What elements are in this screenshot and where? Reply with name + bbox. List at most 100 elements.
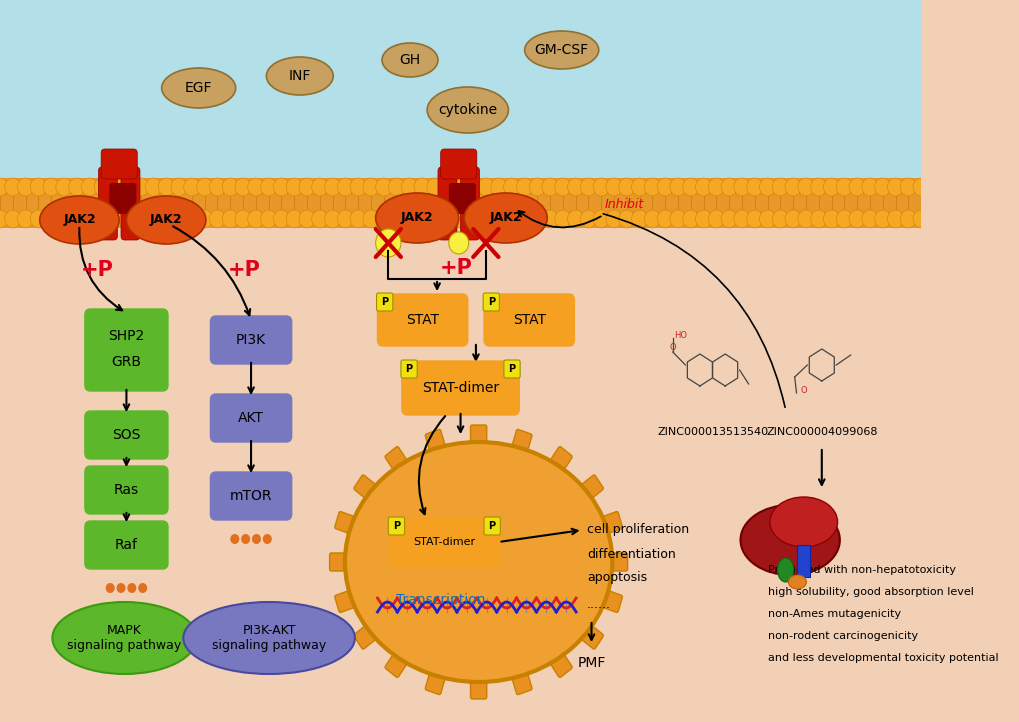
Circle shape xyxy=(733,178,749,196)
Text: JAK2: JAK2 xyxy=(489,212,522,225)
Circle shape xyxy=(158,178,174,196)
FancyBboxPatch shape xyxy=(592,587,622,612)
Circle shape xyxy=(452,178,469,196)
Text: JAK2: JAK2 xyxy=(400,212,433,225)
Text: MAPK
signaling pathway: MAPK signaling pathway xyxy=(67,624,181,652)
Circle shape xyxy=(785,178,801,196)
Circle shape xyxy=(363,178,379,196)
Bar xyxy=(797,545,809,577)
Circle shape xyxy=(516,210,532,228)
Circle shape xyxy=(299,178,315,196)
Text: STAT-dimer: STAT-dimer xyxy=(413,537,475,547)
Circle shape xyxy=(222,178,238,196)
FancyBboxPatch shape xyxy=(385,644,413,677)
Circle shape xyxy=(400,210,417,228)
Ellipse shape xyxy=(776,558,793,582)
Text: cytokine: cytokine xyxy=(438,103,497,117)
Circle shape xyxy=(619,178,635,196)
Circle shape xyxy=(0,210,8,228)
FancyBboxPatch shape xyxy=(425,430,447,463)
Text: Inhibit: Inhibit xyxy=(604,199,644,212)
Text: Predicted with non-hepatotoxicity: Predicted with non-hepatotoxicity xyxy=(767,565,955,575)
Ellipse shape xyxy=(161,68,235,108)
Circle shape xyxy=(746,210,762,228)
Circle shape xyxy=(580,178,596,196)
Circle shape xyxy=(516,178,532,196)
Text: SOS: SOS xyxy=(112,428,141,442)
FancyBboxPatch shape xyxy=(389,518,499,566)
Circle shape xyxy=(107,178,123,196)
Circle shape xyxy=(771,210,788,228)
Circle shape xyxy=(478,210,494,228)
FancyBboxPatch shape xyxy=(461,167,479,240)
FancyBboxPatch shape xyxy=(425,661,447,695)
FancyBboxPatch shape xyxy=(437,167,457,240)
Text: non-rodent carcinogenicity: non-rodent carcinogenicity xyxy=(767,631,917,641)
Circle shape xyxy=(503,178,520,196)
Circle shape xyxy=(426,210,442,228)
Circle shape xyxy=(797,178,813,196)
Circle shape xyxy=(240,534,250,544)
Circle shape xyxy=(248,178,264,196)
Circle shape xyxy=(593,210,608,228)
Text: STAT: STAT xyxy=(406,313,439,327)
Circle shape xyxy=(17,210,34,228)
Ellipse shape xyxy=(40,196,119,244)
Circle shape xyxy=(810,210,826,228)
Circle shape xyxy=(234,210,251,228)
Circle shape xyxy=(619,210,635,228)
Text: ZINC000004099068: ZINC000004099068 xyxy=(765,427,876,437)
Circle shape xyxy=(209,178,225,196)
FancyBboxPatch shape xyxy=(400,360,417,378)
Circle shape xyxy=(593,178,608,196)
Circle shape xyxy=(656,178,673,196)
Circle shape xyxy=(324,210,340,228)
Circle shape xyxy=(119,178,136,196)
Circle shape xyxy=(605,210,622,228)
Circle shape xyxy=(580,210,596,228)
Circle shape xyxy=(695,178,711,196)
Circle shape xyxy=(375,229,400,257)
Circle shape xyxy=(822,178,839,196)
Circle shape xyxy=(388,178,405,196)
Circle shape xyxy=(759,210,775,228)
Circle shape xyxy=(146,210,161,228)
FancyBboxPatch shape xyxy=(484,294,574,346)
Circle shape xyxy=(785,210,801,228)
Circle shape xyxy=(375,178,391,196)
Circle shape xyxy=(554,210,571,228)
Circle shape xyxy=(771,178,788,196)
Circle shape xyxy=(682,210,698,228)
Circle shape xyxy=(810,178,826,196)
Circle shape xyxy=(106,583,114,593)
FancyBboxPatch shape xyxy=(85,521,168,569)
Text: O: O xyxy=(799,386,806,395)
Circle shape xyxy=(541,178,557,196)
Circle shape xyxy=(350,178,366,196)
FancyBboxPatch shape xyxy=(440,149,476,179)
Circle shape xyxy=(146,178,161,196)
Circle shape xyxy=(861,178,877,196)
FancyBboxPatch shape xyxy=(544,644,572,677)
FancyBboxPatch shape xyxy=(470,669,486,699)
Text: and less developmental toxicity potential: and less developmental toxicity potentia… xyxy=(767,653,998,663)
Circle shape xyxy=(132,210,149,228)
Circle shape xyxy=(644,178,660,196)
Circle shape xyxy=(400,178,417,196)
Text: P: P xyxy=(487,297,494,307)
Text: P: P xyxy=(508,364,515,374)
Circle shape xyxy=(107,210,123,228)
FancyBboxPatch shape xyxy=(85,466,168,514)
Circle shape xyxy=(0,178,8,196)
FancyBboxPatch shape xyxy=(600,553,627,571)
FancyBboxPatch shape xyxy=(334,512,365,537)
FancyBboxPatch shape xyxy=(508,661,532,695)
Circle shape xyxy=(720,178,737,196)
Circle shape xyxy=(873,210,890,228)
Circle shape xyxy=(695,210,711,228)
FancyBboxPatch shape xyxy=(592,512,622,537)
Circle shape xyxy=(209,210,225,228)
Circle shape xyxy=(478,178,494,196)
FancyBboxPatch shape xyxy=(210,316,291,364)
Circle shape xyxy=(5,178,21,196)
